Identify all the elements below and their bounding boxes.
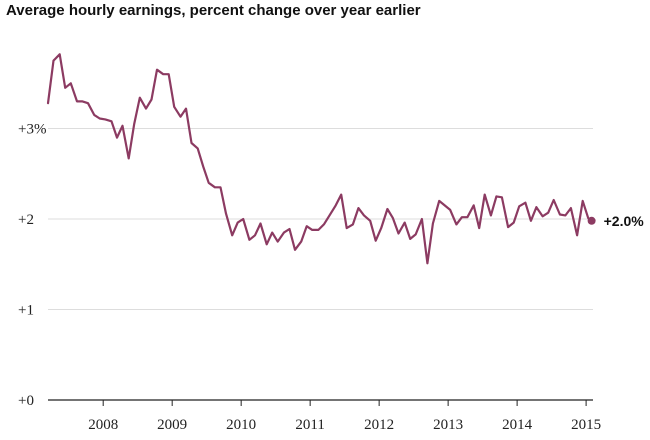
y-tick-label: +0 [18,393,34,409]
series-line [46,53,593,265]
x-tick-label: 2008 [88,417,118,433]
x-tick-label: 2009 [157,417,187,433]
series-end-point [587,216,596,225]
x-tick-label: 2010 [226,417,256,433]
series-layer: +2.0% [46,53,645,265]
y-tick-label: +1 [18,303,34,319]
y-axis-ticks: +0 +1 +2 +3% [18,122,46,410]
y-tick-label: +2 [18,212,34,228]
end-value-label: +2.0% [604,213,645,229]
grid-layer [48,128,593,401]
x-tick-label: 2015 [571,417,601,433]
x-axis-ticks: 2008 2009 2010 2011 2012 2013 2014 2015 [88,400,601,433]
x-tick-label: 2012 [364,417,394,433]
x-tick-label: 2014 [502,417,533,433]
x-tick-label: 2011 [295,417,324,433]
y-tick-label: +3% [18,122,46,138]
chart-title: Average hourly earnings, percent change … [6,2,421,19]
x-tick-label: 2013 [433,417,463,433]
